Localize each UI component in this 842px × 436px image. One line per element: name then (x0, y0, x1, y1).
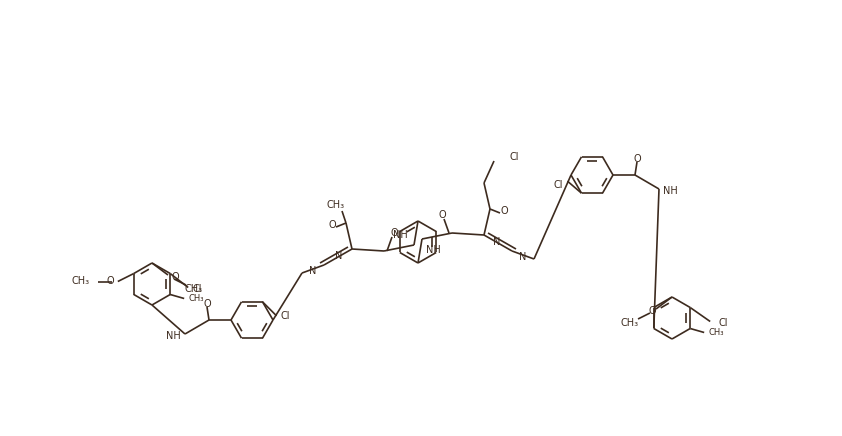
Text: N: N (309, 266, 317, 276)
Text: NH: NH (663, 186, 678, 196)
Text: Cl: Cl (718, 319, 727, 328)
Text: Cl: Cl (554, 180, 563, 190)
Text: CH₃: CH₃ (327, 200, 345, 210)
Text: N: N (520, 252, 527, 262)
Text: CH₃: CH₃ (72, 276, 90, 286)
Text: CH₃: CH₃ (185, 284, 203, 294)
Text: O: O (203, 299, 210, 309)
Text: Cl: Cl (280, 311, 290, 321)
Text: CH₃: CH₃ (708, 328, 723, 337)
Text: N: N (335, 251, 343, 261)
Text: NH: NH (426, 245, 440, 255)
Text: NH: NH (393, 230, 408, 240)
Text: CH₃: CH₃ (621, 318, 639, 328)
Text: O: O (390, 228, 397, 238)
Text: Cl: Cl (510, 152, 520, 162)
Text: O: O (328, 220, 336, 230)
Text: O: O (106, 276, 114, 286)
Text: NH: NH (166, 331, 181, 341)
Text: O: O (500, 206, 508, 216)
Text: CH₃: CH₃ (188, 294, 204, 303)
Text: O: O (633, 154, 641, 164)
Text: O: O (438, 210, 445, 220)
Text: Cl: Cl (192, 285, 202, 294)
Text: O: O (172, 272, 179, 282)
Text: N: N (493, 237, 501, 247)
Text: O: O (648, 306, 656, 316)
